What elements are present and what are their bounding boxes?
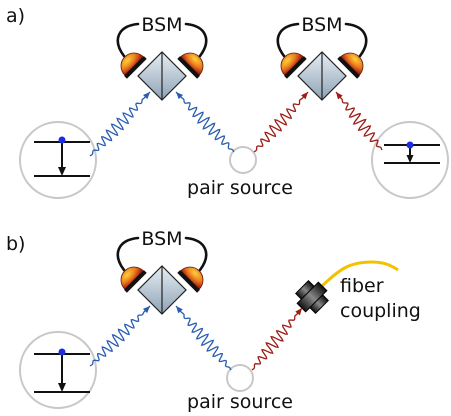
arrowhead	[142, 306, 150, 314]
bsm-label: BSM	[141, 14, 182, 36]
bsm-label: BSM	[301, 14, 342, 36]
fiber-label: fiber	[340, 275, 384, 297]
fiber	[316, 260, 399, 292]
photon	[251, 307, 303, 371]
arrowhead	[406, 155, 414, 163]
electron	[58, 136, 66, 144]
wire	[184, 22, 208, 58]
arrowhead	[58, 383, 66, 392]
fiber-coupler	[295, 280, 329, 314]
arrowhead	[295, 308, 302, 316]
panel-label: b)	[6, 233, 25, 255]
fiber-label: coupling	[340, 300, 421, 322]
emitter	[19, 331, 97, 409]
pair-source	[229, 146, 257, 174]
wire	[344, 22, 368, 58]
photon	[335, 91, 383, 151]
bsm-label: BSM	[141, 228, 182, 250]
pair-source	[226, 364, 254, 392]
wire	[184, 236, 208, 272]
arrowhead	[176, 306, 183, 314]
arrowhead	[301, 92, 308, 100]
source-label: pair source	[187, 391, 293, 413]
photon	[175, 305, 232, 371]
arrowhead	[58, 167, 66, 176]
arrowhead	[143, 92, 150, 100]
photon	[89, 305, 151, 367]
electron	[58, 348, 66, 356]
wire	[116, 22, 140, 58]
arrowhead	[336, 92, 343, 100]
wire	[116, 236, 140, 272]
emitter	[19, 121, 97, 199]
photon	[89, 91, 151, 157]
arrowhead	[176, 92, 184, 100]
wire	[276, 22, 300, 58]
panel-label: a)	[6, 5, 25, 27]
source-label: pair source	[187, 177, 293, 199]
electron	[406, 141, 414, 149]
photon	[175, 91, 235, 153]
photon	[253, 91, 309, 153]
